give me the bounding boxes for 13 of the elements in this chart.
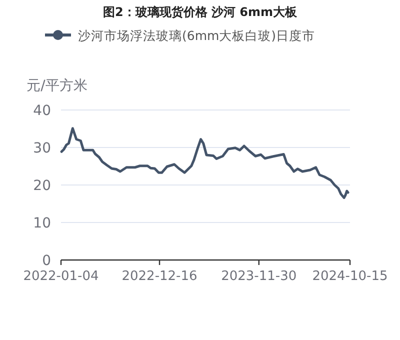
y-tick-label: 20 [33, 178, 51, 194]
x-tick-label: 2022-12-16 [122, 269, 198, 284]
y-tick-label: 30 [33, 140, 51, 156]
chart-title: 图2：玻璃现货价格 沙河 6mm大板 [102, 5, 298, 19]
y-axis-title: 元/平方米 [26, 78, 88, 94]
x-tick-label: 2022-01-04 [23, 269, 99, 284]
x-tick-label: 2024-10-15 [312, 269, 388, 284]
y-tick-label: 0 [42, 253, 51, 269]
x-tick-label: 2023-11-30 [221, 269, 297, 284]
y-tick-label: 40 [33, 103, 51, 119]
y-tick-label: 10 [33, 216, 51, 232]
legend-label: 沙河市场浮法玻璃(6mm大板白玻)日度市 [78, 28, 316, 43]
line-series [60, 127, 350, 199]
